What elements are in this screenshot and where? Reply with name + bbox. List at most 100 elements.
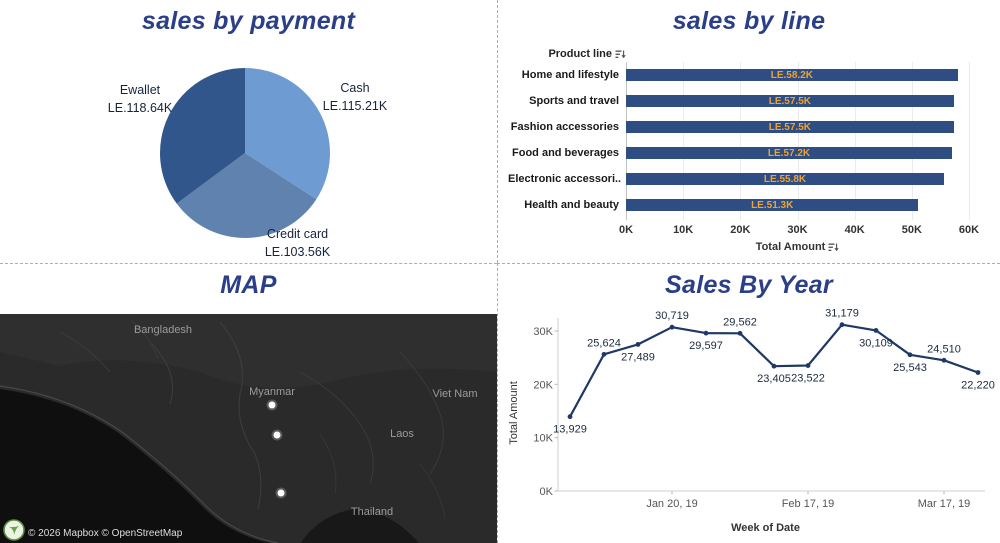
bar-axis-tick: 40K bbox=[844, 224, 865, 236]
bar-category-label[interactable]: Electronic accessori.. bbox=[508, 173, 622, 185]
pie-label-cash: Cash LE.115.21K bbox=[300, 80, 410, 115]
bar-value-label: LE.57.5K bbox=[768, 121, 811, 133]
bar-axis-tick: 0K bbox=[618, 224, 634, 236]
bar-gridline bbox=[740, 62, 742, 220]
bar-gridline bbox=[854, 62, 856, 220]
sort-icon[interactable] bbox=[615, 49, 626, 60]
line-point[interactable] bbox=[703, 330, 709, 336]
pie-slice-ewallet[interactable] bbox=[160, 68, 245, 204]
pie-chart bbox=[160, 68, 331, 238]
bar-track: LE.55.8K bbox=[626, 173, 968, 185]
bar-axis-tick: 20K bbox=[730, 224, 751, 236]
panel-sales-by-payment: sales by payment Ewallet LE.118.64K Cash… bbox=[0, 0, 497, 263]
pie-chart-title: sales by payment bbox=[141, 7, 356, 35]
map-marker[interactable] bbox=[277, 489, 285, 497]
point-value-label: 30,109 bbox=[859, 337, 893, 349]
point-value-label: 23,405 bbox=[757, 373, 791, 385]
panel-sales-by-line: sales by line Product line Home and life… bbox=[497, 0, 1000, 263]
map-marker[interactable] bbox=[268, 401, 276, 409]
bar-value-label: LE.51.3K bbox=[751, 199, 794, 211]
bar-category-label[interactable]: Health and beauty bbox=[524, 199, 619, 211]
line-point[interactable] bbox=[873, 328, 879, 333]
point-value-label: 23,522 bbox=[791, 373, 825, 385]
bar-gridline bbox=[683, 62, 685, 220]
line-point[interactable] bbox=[601, 351, 607, 357]
pie-slice-cash[interactable] bbox=[245, 68, 331, 200]
map-title: MAP bbox=[220, 271, 277, 299]
pie-label-credit-card: Credit card LE.103.56K bbox=[235, 226, 360, 261]
point-value-label: 29,562 bbox=[723, 316, 757, 328]
line-point[interactable] bbox=[737, 330, 743, 336]
bar-category-label[interactable]: Home and lifestyle bbox=[521, 69, 619, 81]
line-point[interactable] bbox=[635, 341, 641, 347]
bar-axis-tick: 30K bbox=[787, 224, 808, 236]
pie-slice-name: Cash bbox=[340, 81, 370, 95]
map-label-myanmar: Myanmar bbox=[249, 386, 295, 398]
line-point[interactable] bbox=[975, 370, 981, 375]
line-point[interactable] bbox=[567, 414, 573, 420]
panel-map: MAP Bangladesh Myanmar Viet Nam Laos Tha… bbox=[0, 263, 497, 543]
point-value-label: 25,624 bbox=[587, 337, 621, 349]
x-tick-label: Mar 17, 19 bbox=[918, 498, 971, 510]
pie-slice-credit-card[interactable] bbox=[176, 153, 317, 238]
map-attribution[interactable]: © 2026 Mapbox © OpenStreetMap bbox=[28, 528, 183, 539]
bar-rows: Home and lifestyle LE.58.2K Sports and tra… bbox=[508, 62, 986, 220]
bar-value-label: LE.55.8K bbox=[763, 173, 807, 185]
bar-category-label[interactable]: Fashion accessories bbox=[510, 121, 619, 133]
pie-slice-name: Ewallet bbox=[119, 83, 161, 97]
line-chart: 0K 10K 20K 30K Jan 20, 19 Feb 17, 19 Mar 17, 1… bbox=[533, 308, 994, 510]
bar[interactable]: LE.57.5K bbox=[626, 121, 954, 133]
map-terrain bbox=[0, 314, 497, 543]
bar[interactable]: LE.55.8K bbox=[626, 173, 945, 185]
y-tick-label: 20K bbox=[533, 379, 553, 391]
point-value-label: 31,179 bbox=[825, 308, 859, 320]
bar[interactable]: LE.58.2K bbox=[626, 69, 958, 81]
point-value-label: 25,543 bbox=[893, 362, 927, 374]
bar-row: Sports and travel LE.57.5K bbox=[508, 88, 986, 114]
bar-category-label[interactable]: Food and beverages bbox=[512, 147, 619, 159]
y-tick-label: 0K bbox=[540, 486, 554, 498]
mapbox-logo[interactable] bbox=[3, 519, 25, 541]
map-label-thailand: Thailand bbox=[350, 506, 394, 518]
line-x-axis-title: Week of Date bbox=[731, 522, 800, 534]
bar-category-label[interactable]: Sports and travel bbox=[529, 95, 619, 107]
bar-column-header[interactable]: Product line bbox=[508, 48, 626, 60]
line-point[interactable] bbox=[805, 363, 811, 368]
bar-x-axis-title[interactable]: Total Amount bbox=[626, 241, 969, 253]
map[interactable]: Bangladesh Myanmar Viet Nam Laos Thailan… bbox=[0, 314, 497, 543]
point-value-label: 29,597 bbox=[689, 340, 723, 352]
bar[interactable]: LE.57.2K bbox=[626, 147, 953, 159]
map-marker[interactable] bbox=[273, 431, 281, 439]
bar-axis-tick: 60K bbox=[958, 224, 980, 236]
line-chart-title: Sales By Year bbox=[665, 271, 833, 299]
line-point[interactable] bbox=[907, 352, 913, 358]
pie-label-ewallet: Ewallet LE.118.64K bbox=[85, 82, 195, 117]
bar-gridline bbox=[797, 62, 799, 220]
x-tick-label: Jan 20, 19 bbox=[646, 498, 697, 510]
bar[interactable]: LE.57.5K bbox=[626, 95, 954, 107]
point-value-label: 13,929 bbox=[553, 424, 587, 436]
point-value-label: 27,489 bbox=[621, 351, 655, 363]
bar-gridline bbox=[911, 62, 913, 220]
pie-slice-value: LE.115.21K bbox=[322, 98, 388, 113]
bar-row: Home and lifestyle LE.58.2K bbox=[508, 62, 986, 88]
bar-track: LE.57.5K bbox=[626, 95, 968, 107]
bar-column-header-label: Product line bbox=[548, 48, 612, 60]
sort-icon[interactable] bbox=[828, 242, 839, 253]
line-point[interactable] bbox=[771, 363, 777, 369]
pie-slice-name: Credit card bbox=[266, 227, 329, 241]
line-point[interactable] bbox=[941, 357, 947, 363]
bar[interactable]: LE.51.3K bbox=[626, 199, 919, 211]
bar-row: Food and beverages LE.57.2K bbox=[508, 140, 986, 166]
bar-gridline bbox=[969, 62, 970, 220]
bar-chart-title: sales by line bbox=[672, 7, 826, 35]
pie-slice-value: LE.103.56K bbox=[264, 244, 331, 259]
map-label-bangladesh: Bangladesh bbox=[133, 324, 193, 336]
bar-axis-tick: 10K bbox=[673, 224, 694, 236]
line-point[interactable] bbox=[839, 322, 845, 328]
bar-axis-tick: 50K bbox=[901, 224, 922, 236]
line-point[interactable] bbox=[669, 324, 675, 330]
bar-row: Electronic accessori.. LE.55.8K bbox=[508, 166, 986, 192]
bar-value-label: LE.58.2K bbox=[770, 69, 813, 81]
